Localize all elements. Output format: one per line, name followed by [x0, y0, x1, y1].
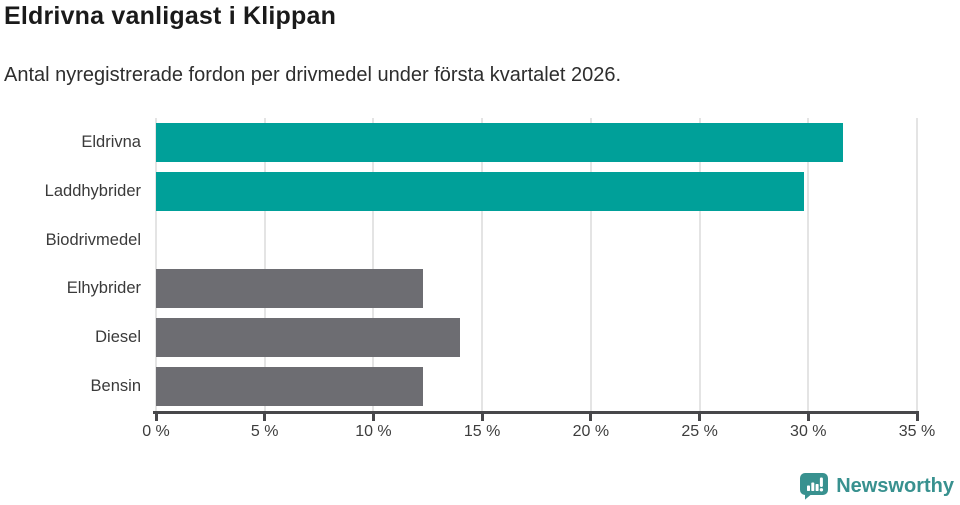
tick-label-0: 0 %: [142, 423, 170, 440]
category-label: Bensin: [90, 377, 141, 396]
tick-mark-5: [263, 411, 267, 421]
bar-elhybrider: [156, 269, 424, 309]
tick-label-10: 10 %: [355, 423, 392, 440]
gridline-10: [372, 118, 375, 411]
gridline-35: [916, 118, 918, 411]
bar-rows: [156, 118, 917, 411]
bar-row: [156, 313, 917, 362]
category-label: Diesel: [95, 328, 141, 347]
x-axis-tick-labels: 0 % 5 % 10 % 15 % 20 % 25 % 30 % 35 %: [142, 423, 935, 447]
gridlines: [155, 118, 918, 411]
bar-diesel: [156, 318, 461, 358]
category-label: Eldrivna: [81, 132, 141, 151]
bar-row: [156, 167, 917, 216]
gridline-30: [807, 118, 810, 411]
bar-eldrivna: [156, 122, 844, 162]
tick-label-5: 5 %: [250, 423, 279, 440]
gridline-25: [698, 118, 701, 411]
chart-title: Eldrivna vanligast i Klippan: [4, 2, 337, 30]
category-label: Elhybrider: [66, 279, 141, 298]
tick-mark-30: [806, 411, 810, 421]
tick-mark-10: [371, 411, 375, 421]
bar-bensin: [156, 367, 424, 407]
category-label: Biodrivmedel: [45, 230, 141, 249]
gridline-15: [481, 118, 484, 411]
x-axis-tick-marks: [154, 411, 919, 423]
tick-label-35: 35 %: [898, 423, 936, 440]
category-labels: Eldrivna Laddhybrider Biodrivmedel Elhybrid…: [0, 118, 144, 411]
category-label: Laddhybrider: [44, 181, 141, 200]
gridline-5: [263, 118, 266, 411]
bar-row: [156, 216, 917, 265]
tick-label-30: 30 %: [790, 423, 827, 440]
brand-name: Newsworthy: [836, 474, 954, 497]
gridline-20: [589, 118, 592, 411]
newsworthy-speech-bubble-chart-icon: [800, 473, 829, 500]
bar-laddhybrider: [156, 171, 804, 211]
tick-mark-20: [589, 411, 593, 421]
chart-subtitle: Antal nyregistrerade fordon per drivmede…: [4, 64, 622, 86]
plot-area: [155, 118, 918, 411]
tick-label-20: 20 %: [572, 423, 610, 440]
tick-mark-15: [480, 411, 484, 421]
gridline-0: [155, 118, 157, 411]
bar-row: [156, 362, 917, 411]
bar-row: [156, 118, 917, 167]
tick-mark-35: [915, 411, 919, 421]
tick-mark-0: [154, 411, 158, 421]
tick-label-15: 15 %: [463, 423, 501, 440]
bar-row: [156, 264, 917, 313]
tick-label-25: 25 %: [681, 423, 718, 440]
tick-mark-25: [698, 411, 702, 421]
x-axis-line: [153, 411, 919, 414]
brand-footer: Newsworthy: [800, 472, 954, 500]
